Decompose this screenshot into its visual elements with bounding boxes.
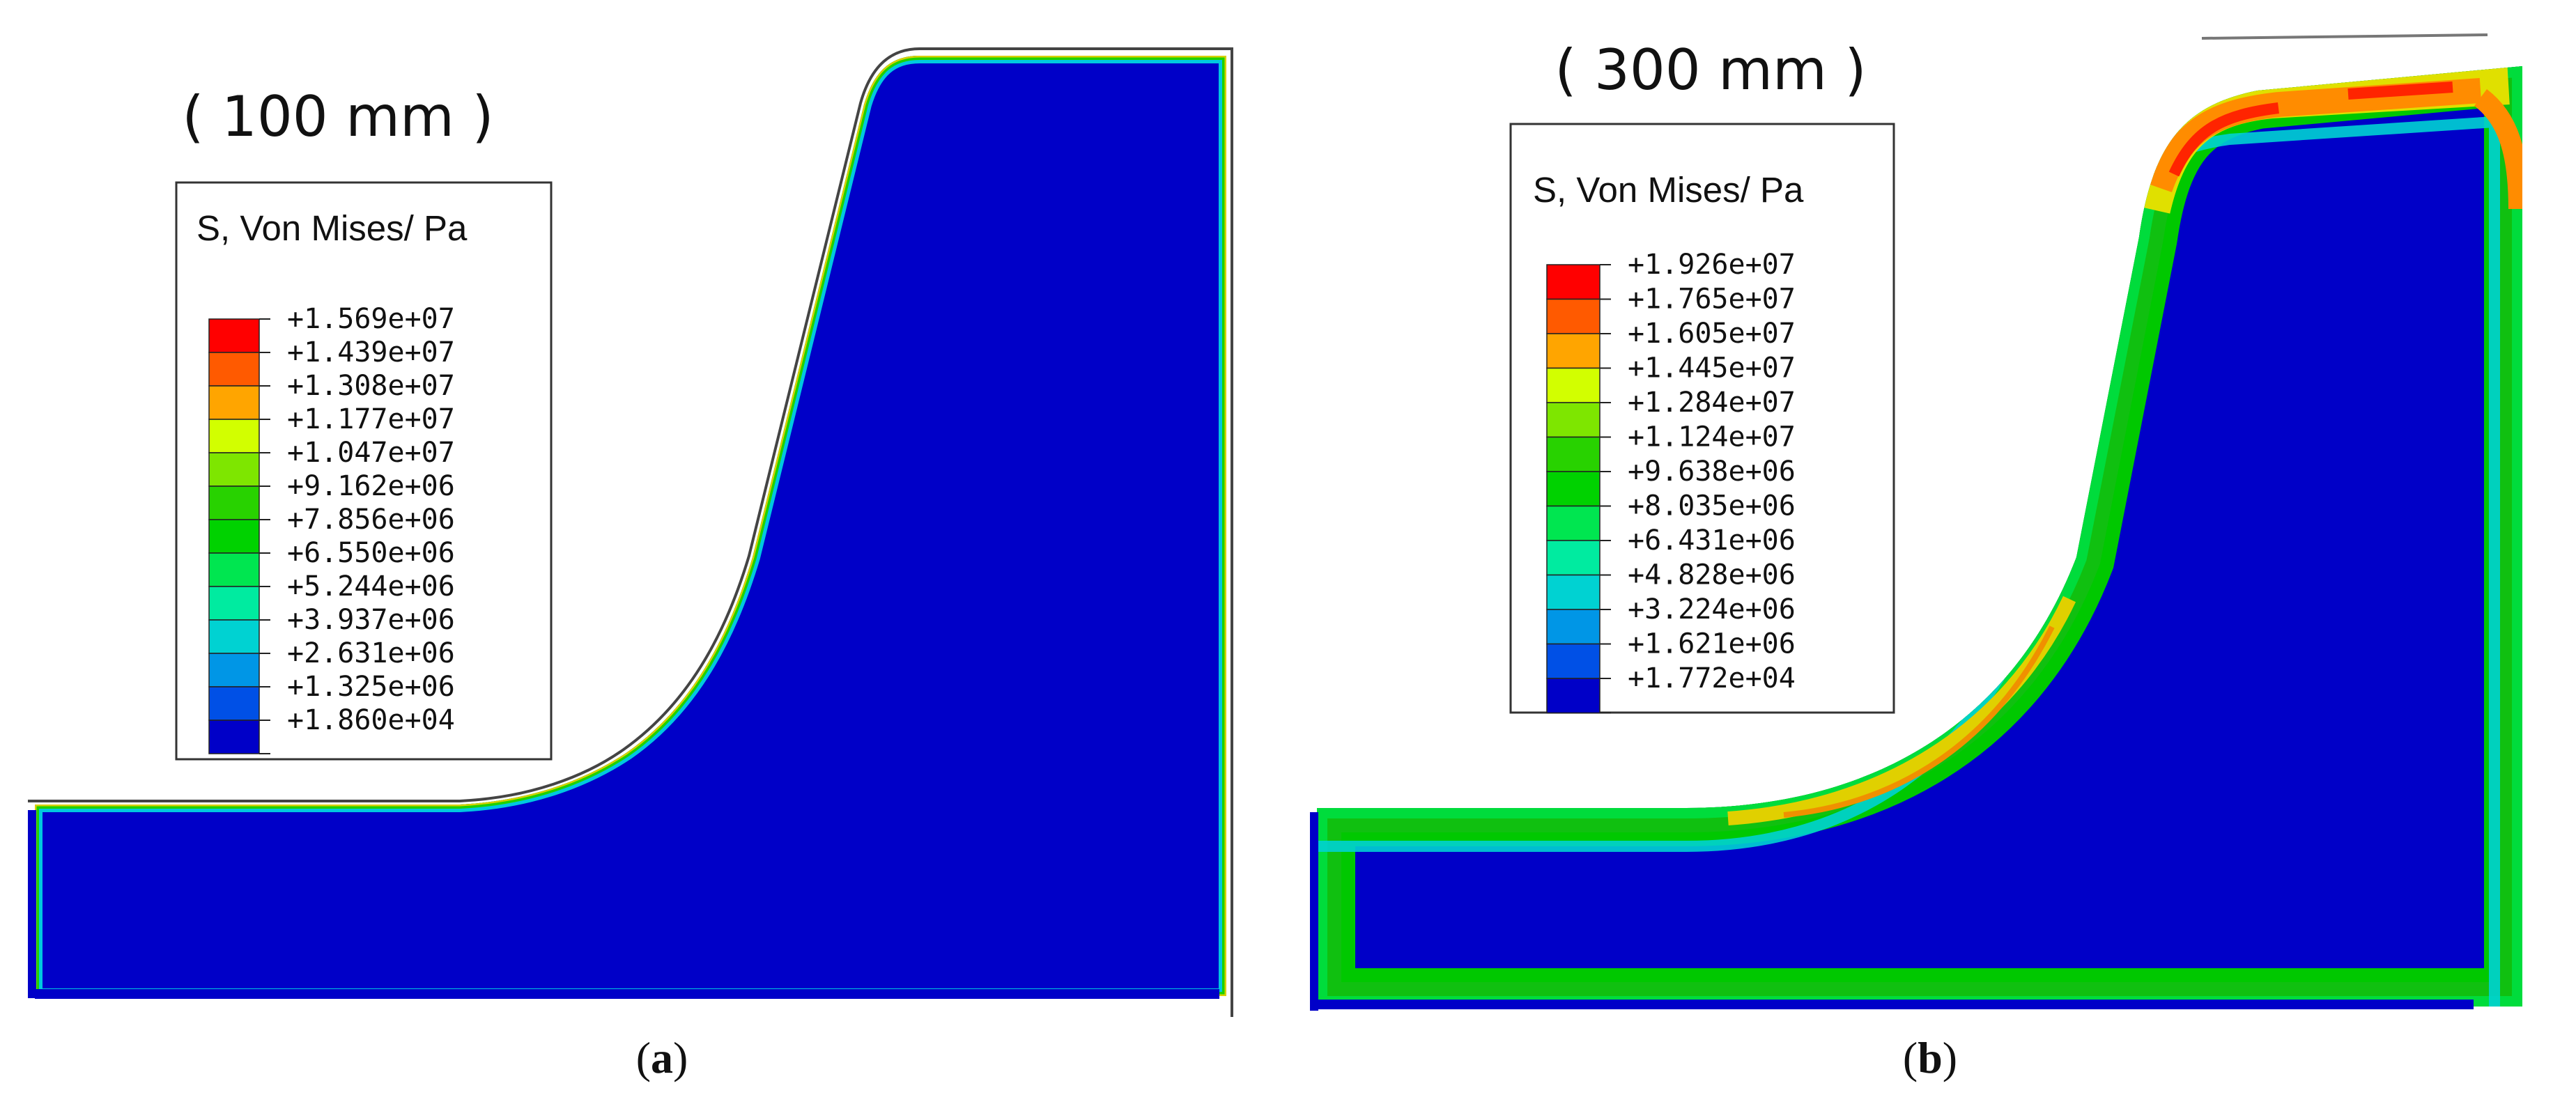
legend-value: +2.631e+06	[287, 637, 455, 669]
legend-swatch	[1546, 471, 1601, 507]
legend-value: +1.124e+07	[1628, 421, 1796, 453]
panel-a-title: ( 100 mm )	[182, 84, 493, 149]
legend-swatch	[208, 552, 260, 587]
legend-value: +1.445e+07	[1628, 352, 1796, 384]
legend-value: +1.772e+04	[1628, 662, 1796, 694]
caption-b-open: (	[1903, 1033, 1918, 1082]
legend-swatch	[1546, 574, 1601, 610]
legend-swatch	[1546, 678, 1601, 714]
legend-value: +1.308e+07	[287, 370, 455, 402]
legend-swatch	[208, 485, 260, 520]
stress-contour-b	[1310, 66, 2522, 1011]
legend-value: +1.605e+07	[1628, 318, 1796, 350]
legend-value: +4.828e+06	[1628, 559, 1796, 591]
caption-a-letter: a	[651, 1033, 673, 1082]
legend-swatch	[208, 586, 260, 621]
legend-value: +7.856e+06	[287, 504, 455, 536]
legend-swatch	[208, 653, 260, 687]
legend-swatch	[208, 519, 260, 554]
legend-swatch	[1546, 609, 1601, 645]
legend-swatch	[208, 720, 260, 754]
legend-b-header: S, Von Mises/ Pa	[1533, 170, 1804, 210]
legend-value: +1.860e+04	[287, 704, 455, 736]
panel-b-title: ( 300 mm )	[1555, 38, 1866, 102]
legend-swatch	[1546, 505, 1601, 541]
legend-swatch	[1546, 540, 1601, 576]
panel-b: ( 300 mm ) S, Von Mises/ Pa +1.926e+07+1…	[1310, 33, 2522, 1082]
legend-value: +9.162e+06	[287, 470, 455, 502]
caption-a: (a)	[636, 1033, 688, 1082]
legend-value: +1.439e+07	[287, 336, 455, 368]
caption-a-close: )	[673, 1033, 688, 1082]
legend-swatch	[1546, 643, 1601, 679]
legend-swatch	[1546, 298, 1601, 334]
legend-value: +1.569e+07	[287, 303, 455, 335]
legend-swatch	[1546, 264, 1601, 300]
legend-value: +3.937e+06	[287, 604, 455, 636]
legend-swatch	[208, 318, 260, 353]
legend-swatch	[208, 619, 260, 654]
caption-b: (b)	[1903, 1033, 1957, 1082]
die-outline-a	[28, 47, 1233, 1017]
caption-b-close: )	[1943, 1033, 1957, 1082]
caption-a-open: (	[636, 1033, 651, 1082]
panel-a: ( 100 mm ) S, Von Mises/ Pa +1.569e+07+1…	[28, 47, 1233, 1082]
legend-value: +1.926e+07	[1628, 249, 1796, 281]
legend-swatch	[1546, 402, 1601, 438]
legend-value: +1.177e+07	[287, 403, 455, 435]
legend-value: +1.765e+07	[1628, 283, 1796, 316]
legend-swatch	[1546, 436, 1601, 472]
legend-a: S, Von Mises/ Pa +1.569e+07+1.439e+07+1.…	[175, 181, 553, 761]
legend-swatch	[1546, 367, 1601, 403]
legend-value: +9.638e+06	[1628, 456, 1796, 488]
legend-value: +1.325e+06	[287, 671, 455, 703]
caption-b-letter: b	[1918, 1033, 1943, 1082]
legend-value: +1.047e+07	[287, 437, 455, 469]
legend-value: +6.431e+06	[1628, 525, 1796, 557]
legend-swatch	[208, 686, 260, 721]
legend-swatch	[208, 419, 260, 453]
die-outline-b	[2201, 33, 2488, 40]
legend-value: +8.035e+06	[1628, 490, 1796, 522]
legend-value: +1.621e+06	[1628, 628, 1796, 660]
legend-swatch	[208, 385, 260, 420]
legend-swatch	[208, 352, 260, 387]
legend-value: +5.244e+06	[287, 570, 455, 603]
legend-a-header: S, Von Mises/ Pa	[196, 208, 468, 248]
legend-swatch	[1546, 333, 1601, 369]
legend-value: +1.284e+07	[1628, 387, 1796, 419]
legend-value: +3.224e+06	[1628, 593, 1796, 626]
legend-value: +6.550e+06	[287, 537, 455, 569]
legend-swatch	[208, 452, 260, 487]
legend-b: S, Von Mises/ Pa +1.926e+07+1.765e+07+1.…	[1509, 123, 1895, 714]
